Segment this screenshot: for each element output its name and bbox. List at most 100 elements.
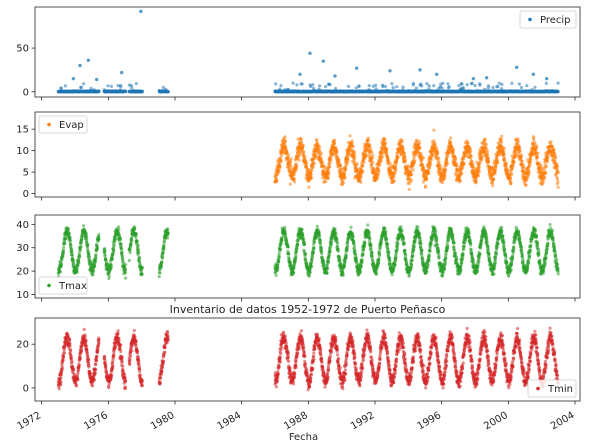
- legend-marker: [47, 122, 51, 127]
- data-point: [455, 164, 459, 168]
- data-point: [417, 139, 421, 143]
- data-point: [477, 165, 481, 169]
- data-point: [140, 89, 144, 93]
- data-point: [443, 173, 447, 177]
- data-point: [391, 86, 395, 90]
- data-point: [517, 82, 522, 86]
- data-point: [134, 82, 138, 86]
- data-point: [312, 161, 316, 166]
- y-tick-label: 20: [16, 267, 29, 278]
- data-point: [84, 235, 89, 239]
- data-point: [545, 160, 550, 164]
- series-precip-points: [56, 9, 560, 94]
- data-point: [339, 163, 343, 167]
- data-point: [75, 267, 79, 271]
- data-point: [432, 128, 436, 132]
- data-point: [116, 84, 120, 88]
- data-point: [354, 86, 358, 90]
- data-point: [362, 160, 366, 164]
- data-point: [532, 138, 536, 142]
- data-point: [496, 161, 500, 165]
- data-point: [425, 177, 429, 181]
- data-point: [289, 157, 293, 161]
- data-point: [326, 176, 330, 180]
- data-point: [346, 84, 351, 88]
- data-point: [376, 172, 381, 176]
- data-point: [526, 176, 530, 180]
- data-point: [369, 150, 373, 154]
- data-point: [333, 138, 337, 142]
- data-point: [460, 82, 464, 86]
- data-point: [544, 81, 549, 85]
- data-point: [324, 85, 328, 89]
- data-point: [492, 177, 496, 181]
- data-point: [63, 84, 67, 88]
- data-point: [418, 68, 422, 72]
- data-point: [371, 160, 375, 165]
- y-tick-label: 0: [23, 87, 29, 98]
- data-point: [556, 171, 560, 175]
- data-point: [518, 149, 522, 153]
- data-point: [392, 179, 396, 183]
- data-point: [328, 83, 332, 87]
- data-point: [518, 145, 522, 149]
- data-point: [77, 261, 81, 265]
- data-point: [485, 150, 489, 154]
- data-point: [85, 238, 89, 242]
- data-point: [413, 159, 417, 163]
- data-point: [161, 85, 165, 89]
- y-tick-label: 50: [16, 44, 29, 55]
- data-point: [554, 155, 558, 159]
- data-point: [58, 270, 62, 274]
- data-point: [86, 243, 90, 247]
- data-point: [466, 141, 470, 145]
- data-point: [496, 85, 500, 89]
- data-point: [353, 151, 357, 155]
- data-point: [476, 174, 481, 178]
- data-point: [519, 85, 524, 90]
- data-point: [377, 169, 381, 173]
- data-point: [396, 155, 400, 159]
- data-point: [369, 146, 373, 150]
- data-point: [441, 181, 445, 185]
- data-point: [550, 145, 555, 149]
- data-point: [478, 83, 482, 87]
- data-point: [484, 76, 489, 80]
- data-point: [486, 156, 490, 160]
- data-point: [487, 160, 491, 164]
- data-point: [527, 169, 531, 173]
- data-point: [328, 165, 332, 169]
- data-point: [372, 166, 376, 170]
- data-point: [510, 81, 514, 85]
- data-point: [445, 162, 449, 166]
- data-point: [454, 158, 458, 162]
- data-point: [395, 85, 399, 89]
- data-point: [524, 183, 528, 187]
- data-point: [421, 156, 425, 160]
- data-point: [491, 85, 495, 90]
- data-point: [473, 83, 477, 88]
- data-point: [512, 160, 516, 164]
- data-point: [470, 81, 474, 85]
- data-point: [341, 181, 346, 185]
- y-tick-label: 10: [16, 290, 29, 301]
- data-point: [434, 72, 439, 76]
- data-point: [499, 140, 504, 144]
- data-point: [63, 241, 67, 245]
- data-point: [414, 86, 418, 90]
- data-point: [420, 84, 424, 88]
- data-point: [457, 83, 461, 88]
- data-point: [516, 139, 520, 143]
- data-point: [388, 161, 392, 165]
- data-point: [354, 66, 359, 70]
- y-tick-label: 15: [16, 125, 29, 136]
- data-point: [97, 89, 101, 93]
- data-point: [465, 83, 469, 87]
- data-point: [514, 65, 519, 69]
- data-point: [61, 248, 66, 253]
- data-point: [329, 156, 333, 160]
- data-point: [484, 142, 488, 146]
- data-point: [549, 140, 553, 144]
- data-point: [374, 83, 378, 87]
- data-point: [314, 154, 318, 158]
